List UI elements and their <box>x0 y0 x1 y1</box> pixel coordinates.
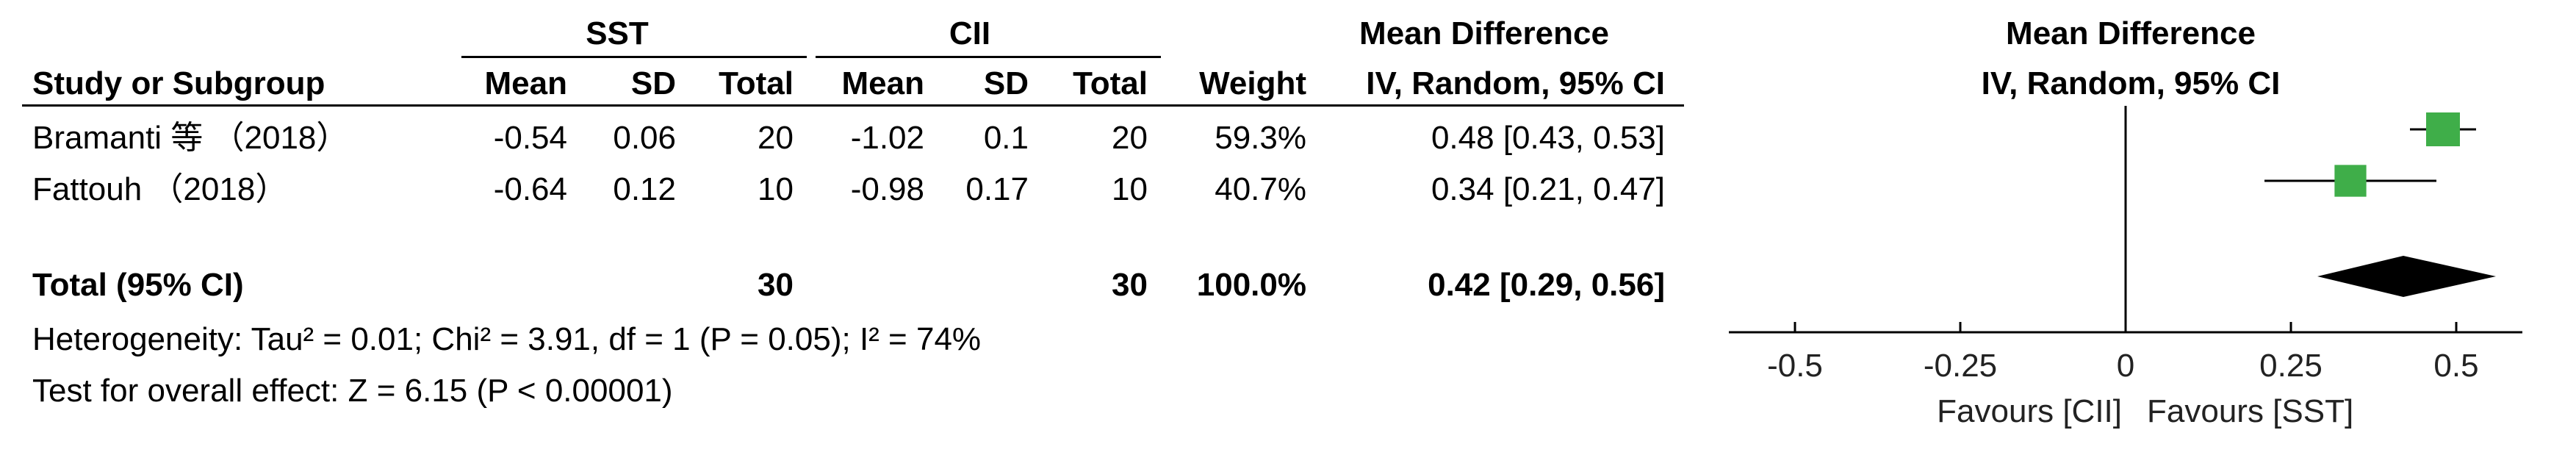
x-tick-label: 0.5 <box>2433 348 2478 384</box>
study-sd2: 0.1 <box>983 120 1029 156</box>
heterogeneity-text: Heterogeneity: Tau² = 0.01; Chi² = 3.91,… <box>32 321 982 357</box>
study-mean2: -1.02 <box>850 120 924 156</box>
favours-right-label: Favours [SST] <box>2147 393 2354 429</box>
subcol-mean2: Mean <box>841 65 924 101</box>
total-label: Total (95% CI) <box>32 267 244 303</box>
study-total2: 20 <box>1112 120 1148 156</box>
study-square-marker <box>2426 112 2460 146</box>
group2-underline <box>816 56 1161 58</box>
study-name: Bramanti 等 （2018） <box>32 120 349 156</box>
subcol-sd1: SD <box>630 65 676 101</box>
total-weight: 100.0% <box>1196 267 1306 303</box>
subcol-weight: Weight <box>1199 65 1306 101</box>
study-mean2: -0.98 <box>850 171 924 207</box>
subcol-total1: Total <box>719 65 794 101</box>
study-effect: 0.34 [0.21, 0.47] <box>1431 171 1665 207</box>
plot-col-header: Mean Difference <box>2006 15 2256 51</box>
total-effect: 0.42 [0.29, 0.56] <box>1428 267 1665 303</box>
study-effect: 0.48 [0.43, 0.53] <box>1431 120 1665 156</box>
group2-header: CII <box>949 15 991 51</box>
study-name: Fattouh （2018） <box>32 171 288 207</box>
header-separator <box>22 104 1684 107</box>
favours-left-label: Favours [CII] <box>1937 393 2122 429</box>
pooled-diamond <box>2317 256 2496 297</box>
subcol-mean1: Mean <box>484 65 567 101</box>
x-tick-label: -0.5 <box>1767 348 1823 384</box>
x-tick-label: 0.25 <box>2259 348 2323 384</box>
study-square-marker <box>2334 165 2367 197</box>
overall-effect-text: Test for overall effect: Z = 6.15 (P < 0… <box>32 373 673 409</box>
x-tick-label: -0.25 <box>1924 348 1997 384</box>
study-total2: 10 <box>1112 171 1148 207</box>
total-total1: 30 <box>758 267 794 303</box>
group1-underline <box>461 56 807 58</box>
effect-col-header: Mean Difference <box>1359 15 1609 51</box>
study-sd2: 0.17 <box>965 171 1029 207</box>
subcol-sd2: SD <box>983 65 1029 101</box>
group1-header: SST <box>586 15 649 51</box>
study-total1: 10 <box>758 171 794 207</box>
subcol-effect: IV, Random, 95% CI <box>1366 65 1665 101</box>
subcol-total2: Total <box>1073 65 1148 101</box>
total-total2: 30 <box>1112 267 1148 303</box>
study-sd1: 0.06 <box>613 120 676 156</box>
study-mean1: -0.54 <box>493 120 567 156</box>
subcol-plot: IV, Random, 95% CI <box>1981 65 2281 101</box>
study-sd1: 0.12 <box>613 171 676 207</box>
x-tick-label: 0 <box>2117 348 2134 384</box>
subcol-study: Study or Subgroup <box>32 65 325 101</box>
study-weight: 59.3% <box>1215 120 1306 156</box>
study-weight: 40.7% <box>1215 171 1306 207</box>
study-mean1: -0.64 <box>493 171 567 207</box>
study-total1: 20 <box>758 120 794 156</box>
